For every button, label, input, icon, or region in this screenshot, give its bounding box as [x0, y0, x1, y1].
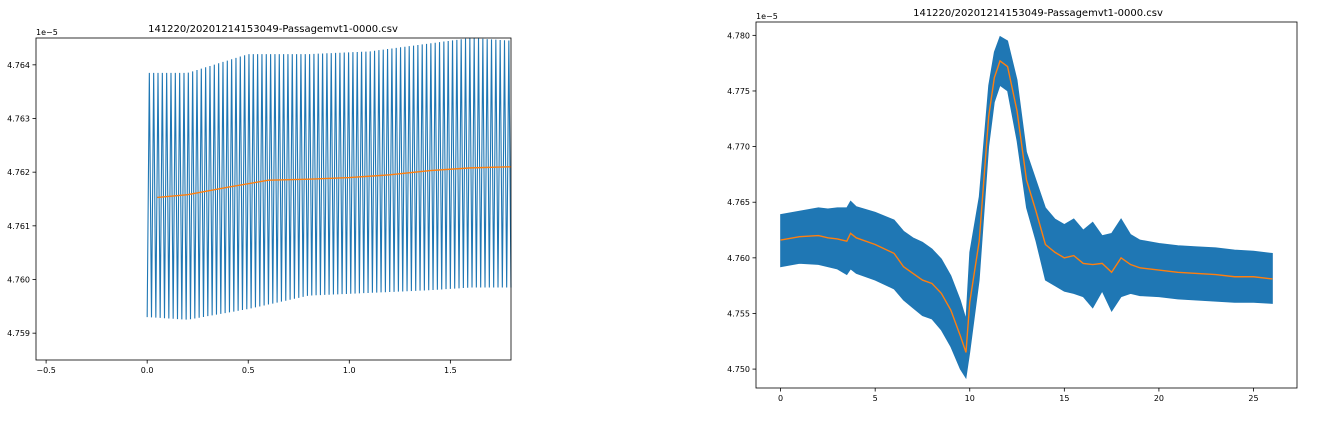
chart-left-x-tick-label: 0.5 — [242, 366, 255, 375]
chart-right-series-0-band — [780, 35, 1273, 380]
chart-right-title: 141220/20201214153049-Passagemvt1-0000.c… — [913, 8, 1163, 19]
chart-right-y-axis: 4.750 4.755 4.760 4.765 4.770 4.775 4.780 — [727, 31, 756, 374]
chart-left-series-1-line — [157, 166, 512, 199]
chart-right-y-tick-label: 4.760 — [727, 254, 750, 263]
chart-right-axes-frame — [755, 21, 1298, 389]
chart-left-axes-frame — [35, 37, 512, 361]
chart-right: 141220/20201214153049-Passagemvt1-0000.c… — [727, 8, 1298, 403]
chart-left-x-axis: −0.5 0.0 0.5 1.0 1.5 — [36, 360, 457, 375]
chart-right-y-tick-label: 4.755 — [727, 309, 750, 318]
chart-right-plot-area — [780, 35, 1273, 380]
chart-right-x-tick-label: 0 — [778, 394, 783, 403]
chart-right-y-tick-label: 4.780 — [727, 31, 750, 40]
chart-right-x-axis: 0 5 10 15 20 25 — [778, 388, 1259, 403]
chart-left-x-tick-label: 1.0 — [343, 366, 356, 375]
chart-left-plot-area — [146, 38, 512, 320]
chart-left-x-tick-label: 0.0 — [141, 366, 154, 375]
chart-right-x-tick-label: 20 — [1154, 394, 1164, 403]
chart-left-y-tick-label: 4.759 — [7, 329, 30, 338]
chart-right-x-tick-label: 5 — [873, 394, 878, 403]
chart-left: 141220/20201214153049-Passagemvt1-0000.c… — [7, 24, 512, 375]
chart-left-y-tick-label: 4.762 — [7, 168, 30, 177]
chart-right-x-tick-label: 10 — [965, 394, 975, 403]
chart-left-x-tick-label: 1.5 — [444, 366, 457, 375]
chart-right-series-1-line — [780, 59, 1273, 353]
chart-right-y-tick-label: 4.750 — [727, 365, 750, 374]
chart-left-x-tick-label: −0.5 — [36, 366, 55, 375]
chart-right-y-tick-label: 4.770 — [727, 143, 750, 152]
chart-right-x-tick-label: 25 — [1248, 394, 1258, 403]
chart-left-y-tick-label: 4.764 — [7, 61, 30, 70]
chart-right-y-tick-label: 4.775 — [727, 87, 750, 96]
chart-right-y-tick-label: 4.765 — [727, 198, 750, 207]
chart-left-y-tick-label: 4.760 — [7, 276, 30, 285]
chart-left-title: 141220/20201214153049-Passagemvt1-0000.c… — [148, 24, 398, 35]
chart-right-offset-text: 1e−5 — [756, 12, 778, 21]
chart-right-x-tick-label: 15 — [1059, 394, 1069, 403]
chart-left-offset-text: 1e−5 — [36, 28, 58, 37]
chart-left-y-tick-label: 4.763 — [7, 115, 30, 124]
chart-left-series-0-line — [146, 38, 512, 320]
chart-left-y-tick-label: 4.761 — [7, 222, 30, 231]
chart-left-y-axis: 4.759 4.760 4.761 4.762 4.763 4.764 — [7, 61, 36, 338]
